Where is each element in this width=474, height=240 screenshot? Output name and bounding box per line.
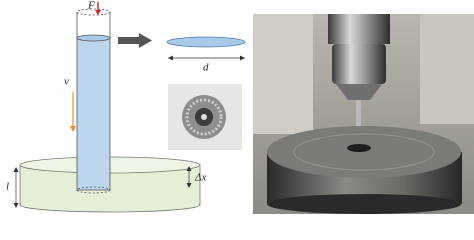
photo-wall [420, 14, 474, 124]
diameter-head [240, 55, 245, 61]
velocity-arrow-head [70, 126, 76, 132]
cross-section [166, 36, 246, 48]
force-arrow-head [95, 10, 101, 15]
figure: F v d Δx l [6, 0, 474, 214]
chuck-body [332, 44, 386, 84]
tube-top [76, 8, 111, 16]
plate-bottom [267, 194, 461, 214]
chuck-jaw [201, 114, 207, 120]
displacement-head [186, 183, 192, 188]
schematic: F v d Δx l [6, 0, 246, 213]
chuck-teeth [185, 98, 223, 136]
diameter-head [168, 55, 173, 61]
photo-wall [253, 14, 313, 134]
tube-level [76, 34, 111, 42]
chuck-top [328, 14, 390, 44]
displacement-head [186, 166, 192, 171]
displacement-label: Δx [194, 172, 206, 184]
tube-filled [76, 37, 111, 191]
length-head [13, 167, 19, 172]
transition-arrow-head [139, 33, 152, 48]
force-label: F [87, 0, 95, 12]
sample-disk [347, 144, 371, 152]
plate-groove [293, 133, 435, 171]
photo [253, 14, 474, 214]
drill-bit [356, 100, 361, 144]
transition-arrow [118, 37, 140, 44]
chuck-nose [336, 84, 382, 100]
length-head [13, 203, 19, 208]
length-label: l [6, 181, 9, 193]
tube-bottom [76, 186, 111, 194]
diameter-label: d [203, 62, 209, 74]
velocity-label: v [64, 76, 69, 88]
